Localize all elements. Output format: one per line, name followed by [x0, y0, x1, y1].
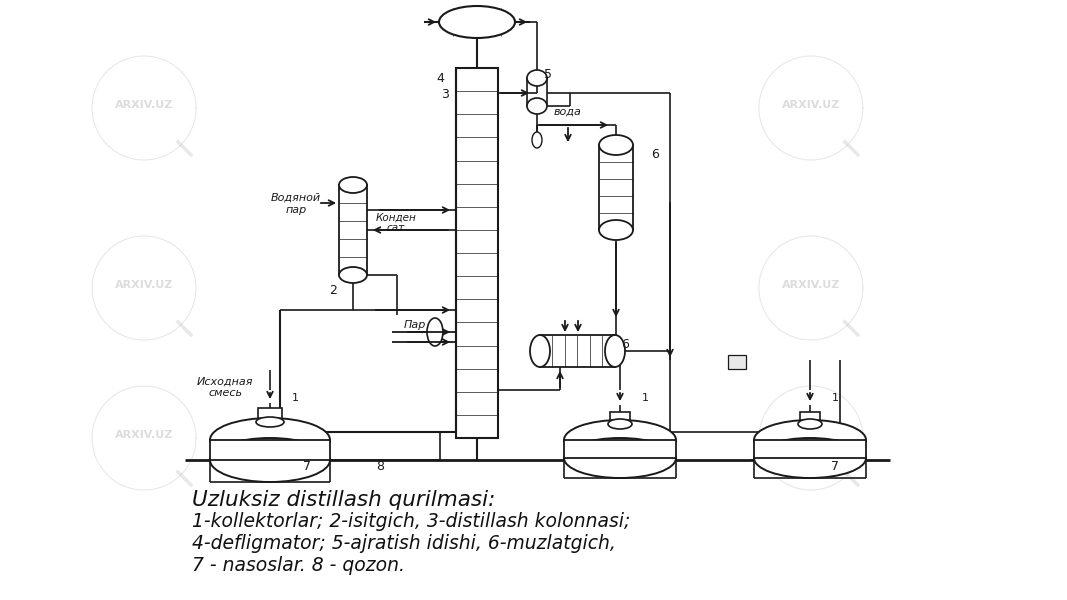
Text: 1-kollektorlar; 2-isitgich, 3-distillash kolonnasi;: 1-kollektorlar; 2-isitgich, 3-distillash… — [192, 512, 631, 531]
Text: Uzluksiz distillash qurilmasi:: Uzluksiz distillash qurilmasi: — [192, 490, 495, 510]
Text: вода: вода — [554, 107, 582, 117]
Text: 1: 1 — [291, 393, 299, 403]
Text: 1: 1 — [831, 393, 839, 403]
Ellipse shape — [608, 419, 632, 429]
Text: ARXIV.UZ: ARXIV.UZ — [782, 100, 840, 110]
Ellipse shape — [599, 135, 633, 155]
Text: Пар: Пар — [403, 320, 426, 330]
Bar — [564, 440, 676, 458]
Bar — [610, 412, 630, 424]
Ellipse shape — [599, 220, 633, 240]
Bar — [540, 335, 615, 367]
Ellipse shape — [339, 177, 367, 193]
Bar — [754, 440, 866, 458]
Ellipse shape — [210, 418, 330, 462]
Text: 1: 1 — [641, 393, 649, 403]
Bar — [527, 78, 547, 106]
Bar — [210, 440, 330, 460]
Text: Водяной: Водяной — [271, 193, 321, 203]
Text: 2: 2 — [329, 283, 337, 296]
Ellipse shape — [564, 420, 676, 460]
Text: сат: сат — [387, 223, 405, 233]
Text: ARXIV.UZ: ARXIV.UZ — [782, 430, 840, 440]
Ellipse shape — [527, 70, 547, 86]
Ellipse shape — [256, 417, 284, 427]
Text: 8: 8 — [376, 461, 384, 473]
Ellipse shape — [754, 420, 866, 460]
Text: Исходная: Исходная — [196, 377, 253, 387]
Ellipse shape — [605, 335, 625, 367]
Text: ARXIV.UZ: ARXIV.UZ — [782, 280, 840, 290]
Bar — [728, 355, 746, 369]
Text: 4-defligmator; 5-ajratish idishi, 6-muzlatgich,: 4-defligmator; 5-ajratish idishi, 6-muzl… — [192, 534, 616, 553]
Text: ARXIV.UZ: ARXIV.UZ — [115, 280, 173, 290]
Ellipse shape — [754, 438, 866, 478]
Text: Конден: Конден — [376, 213, 416, 223]
Text: 7: 7 — [831, 461, 839, 473]
Text: 3: 3 — [441, 88, 449, 101]
Bar — [800, 412, 821, 424]
Ellipse shape — [439, 6, 515, 38]
Text: смесь: смесь — [208, 388, 242, 398]
Bar — [339, 185, 367, 275]
Ellipse shape — [530, 335, 550, 367]
Bar — [258, 408, 282, 422]
Text: 7: 7 — [303, 461, 310, 473]
Ellipse shape — [527, 98, 547, 114]
Ellipse shape — [210, 438, 330, 482]
Text: пар: пар — [285, 205, 306, 215]
Text: 5: 5 — [544, 68, 552, 82]
Text: 6: 6 — [651, 148, 659, 161]
Ellipse shape — [532, 132, 542, 148]
Ellipse shape — [564, 438, 676, 478]
Bar — [599, 145, 633, 230]
Ellipse shape — [427, 318, 443, 346]
Bar — [456, 68, 498, 438]
Ellipse shape — [798, 419, 822, 429]
Text: ARXIV.UZ: ARXIV.UZ — [115, 100, 173, 110]
Text: 7 - nasoslar. 8 - qozon.: 7 - nasoslar. 8 - qozon. — [192, 556, 405, 575]
Text: 6: 6 — [621, 338, 628, 352]
Text: 4: 4 — [436, 71, 444, 85]
Text: ARXIV.UZ: ARXIV.UZ — [115, 430, 173, 440]
Ellipse shape — [339, 267, 367, 283]
